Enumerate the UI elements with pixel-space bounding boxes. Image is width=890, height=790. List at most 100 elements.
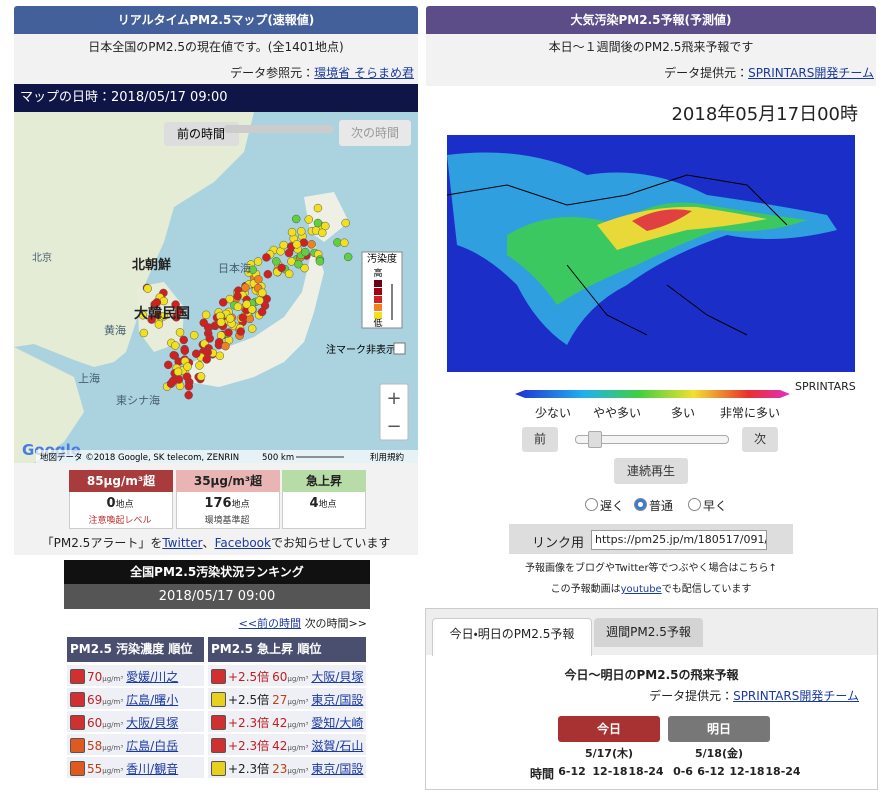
left-description: 日本全国のPM2.5の現在値です。(全1401地点) bbox=[88, 40, 344, 54]
value: 55 bbox=[87, 762, 103, 776]
next-button[interactable] bbox=[339, 120, 411, 146]
radio[interactable] bbox=[688, 498, 701, 511]
map-label: 北朝鮮 bbox=[132, 257, 171, 273]
stat-count: 176地点 bbox=[176, 496, 278, 511]
video-note: この予報動画はyoutubeでも配信しています bbox=[426, 580, 876, 595]
source-link[interactable]: 環境省 そらまめ君 bbox=[314, 66, 414, 80]
value: 70 bbox=[87, 670, 103, 684]
value: 27 bbox=[272, 693, 288, 707]
unit: μg/m³ bbox=[287, 721, 309, 729]
video-after: でも配信しています bbox=[661, 584, 752, 595]
station bbox=[152, 298, 162, 307]
place[interactable]: 愛媛/川之 bbox=[126, 670, 179, 684]
place[interactable]: 愛知/大崎 bbox=[311, 716, 364, 730]
ranking-row: +2.3倍 42μg/m³ 愛知/大崎 bbox=[228, 714, 363, 731]
ranking-next[interactable]: 次の時間>> bbox=[304, 617, 367, 630]
row-bg bbox=[67, 688, 204, 709]
place[interactable]: 大阪/貝塚 bbox=[126, 716, 179, 730]
right-panel bbox=[426, 34, 876, 86]
link-input[interactable]: https://pm25.jp/m/180517/091/ bbox=[591, 530, 767, 550]
row-bg bbox=[208, 734, 366, 755]
map-land bbox=[14, 112, 254, 367]
station bbox=[313, 218, 323, 228]
unit: 地点 bbox=[318, 500, 337, 510]
unit: μg/m³ bbox=[102, 767, 124, 775]
station bbox=[257, 288, 267, 298]
stat-count: 0地点 bbox=[69, 496, 171, 511]
period: 18-24 bbox=[765, 765, 801, 778]
station bbox=[301, 247, 310, 257]
tab-week[interactable]: 週間PM2.5予報 bbox=[594, 618, 703, 647]
slider-handle[interactable] bbox=[588, 431, 602, 448]
forecast-source: データ提供元：SPRINTARS開発チーム bbox=[664, 64, 874, 81]
radio-label: 早く bbox=[703, 499, 728, 513]
ranking-prev[interactable]: <<前の時間 bbox=[238, 617, 302, 630]
station bbox=[255, 296, 264, 305]
alert-icon bbox=[211, 715, 226, 730]
stat-label: 35μg/m³超 bbox=[176, 470, 280, 492]
terms[interactable]: 利用規約 bbox=[370, 452, 404, 463]
prev-button[interactable] bbox=[164, 122, 239, 146]
station bbox=[154, 320, 164, 329]
tab-today[interactable]: 今日・明日のPM2.5予報 bbox=[432, 618, 592, 656]
alert-icon bbox=[211, 692, 226, 707]
period: 12-18 bbox=[729, 765, 765, 778]
place[interactable]: 東京/国設 bbox=[311, 762, 364, 776]
facebook-link[interactable]: Facebook bbox=[214, 536, 271, 550]
place[interactable]: 香川/観音 bbox=[126, 762, 179, 776]
scale-label: 多い bbox=[670, 406, 695, 420]
station bbox=[294, 259, 303, 269]
station bbox=[247, 305, 257, 314]
alert-icon bbox=[70, 715, 85, 730]
twitter-link[interactable]: Twitter bbox=[162, 536, 203, 550]
station bbox=[171, 341, 180, 350]
legend-low: 低 bbox=[373, 317, 382, 329]
station bbox=[224, 328, 233, 337]
next-button[interactable]: 次 bbox=[742, 427, 778, 452]
radio-label: 普通 bbox=[649, 499, 674, 513]
place[interactable]: 広島/曙小 bbox=[126, 693, 179, 707]
time-label: 時間 bbox=[530, 767, 555, 781]
zoom-out[interactable]: − bbox=[386, 416, 401, 437]
radio[interactable] bbox=[634, 498, 647, 511]
prev-label: 前の時間 bbox=[177, 126, 225, 141]
play-button[interactable]: 連続再生 bbox=[614, 458, 688, 484]
youtube-link[interactable]: youtube bbox=[620, 584, 662, 595]
map-label: 北京 bbox=[32, 252, 52, 264]
today-button[interactable]: 今日 bbox=[558, 716, 660, 742]
station bbox=[171, 300, 180, 309]
station bbox=[175, 328, 185, 337]
unit: 地点 bbox=[231, 500, 250, 510]
zoom-in[interactable]: + bbox=[386, 388, 401, 409]
scale-label: 非常に多い bbox=[719, 406, 780, 420]
count: 4 bbox=[309, 496, 319, 511]
station bbox=[182, 372, 192, 382]
map-label: 上海 bbox=[78, 371, 100, 385]
time-slider[interactable] bbox=[575, 435, 729, 444]
row-bg bbox=[67, 734, 204, 755]
ranking-row: 69μg/m³ 広島/曙小 bbox=[87, 691, 178, 708]
ranking-column-title: PM2.5 急上昇 順位 bbox=[208, 637, 366, 662]
zoom-control[interactable] bbox=[379, 383, 409, 441]
place[interactable]: 滋賀/石山 bbox=[311, 739, 364, 753]
place[interactable]: 広島/白岳 bbox=[126, 739, 179, 753]
unit: μg/m³ bbox=[287, 698, 309, 706]
prev-button[interactable]: 前 bbox=[522, 427, 558, 452]
place[interactable]: 東京/国設 bbox=[311, 693, 364, 707]
hide-checkbox[interactable] bbox=[393, 342, 406, 355]
radio[interactable] bbox=[585, 498, 598, 511]
station bbox=[277, 263, 286, 273]
row-bg bbox=[67, 665, 204, 686]
source-link[interactable]: SPRINTARS開発チーム bbox=[748, 66, 874, 80]
stat-count: 4地点 bbox=[282, 496, 364, 511]
station bbox=[287, 227, 297, 237]
radio-label: 遅く bbox=[600, 499, 625, 513]
source-link[interactable]: SPRINTARS開発チーム bbox=[733, 689, 859, 703]
place[interactable]: 大阪/貝塚 bbox=[311, 670, 364, 684]
daily-source: データ提供元：SPRINTARS開発チーム bbox=[649, 687, 859, 704]
station bbox=[343, 252, 353, 262]
tomorrow-button[interactable]: 明日 bbox=[668, 716, 770, 742]
map-slider[interactable] bbox=[224, 125, 334, 133]
